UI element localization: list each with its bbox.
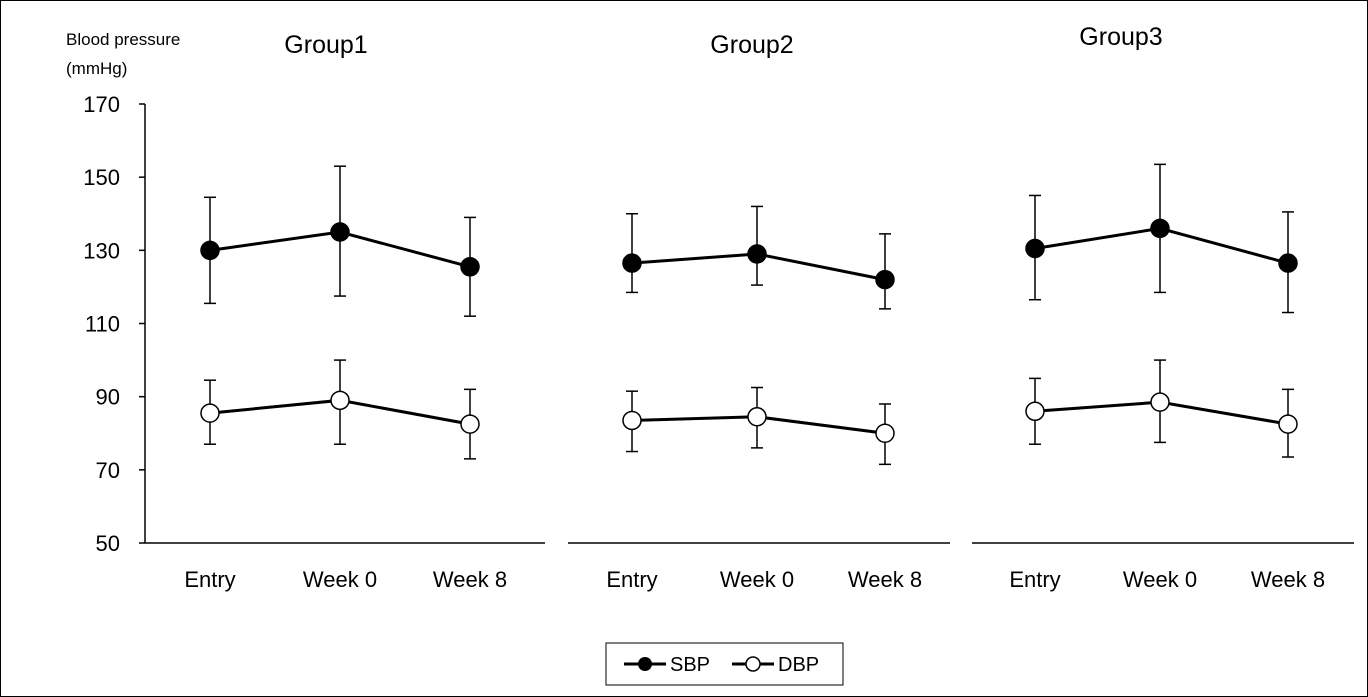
y-axis-label-line2: (mmHg) [66, 59, 127, 78]
series-sbp [200, 165, 480, 317]
data-point [1150, 392, 1170, 412]
data-point [330, 390, 350, 411]
data-point [200, 240, 220, 261]
data-point [1025, 401, 1045, 422]
data-point [747, 407, 767, 427]
y-tick-label: 170 [83, 92, 120, 117]
data-point [1150, 218, 1170, 239]
x-tick-label: Week 8 [848, 567, 922, 592]
y-tick-label: 70 [96, 458, 120, 483]
series-dbp [1025, 359, 1298, 458]
y-tick-label: 130 [83, 238, 120, 263]
legend: SBP DBP [605, 642, 844, 686]
legend-sbp-marker [638, 657, 652, 671]
data-point [875, 269, 895, 290]
x-tick-label: Week 0 [303, 567, 377, 592]
data-point [460, 257, 480, 277]
y-tick-label: 150 [83, 165, 120, 190]
data-point [1025, 238, 1045, 259]
data-point [200, 403, 220, 423]
data-point [1278, 414, 1298, 434]
series-sbp [1025, 163, 1298, 314]
legend-dbp-label: DBP [778, 654, 819, 676]
x-tick-label: Entry [606, 567, 657, 592]
data-point [747, 244, 767, 264]
y-tick-label: 90 [96, 385, 120, 410]
data-point [875, 423, 895, 443]
x-tick-label: Entry [1009, 567, 1060, 592]
series-dbp [200, 359, 480, 460]
x-tick-label: Week 8 [433, 567, 507, 592]
data-point [460, 414, 480, 434]
legend-dbp-marker [745, 656, 761, 672]
series-sbp [622, 205, 895, 310]
y-tick-label: 50 [96, 531, 120, 556]
series-dbp [622, 386, 895, 466]
data-point [330, 222, 350, 242]
panel-group2: Group2 Entry Week 0 Week 8 [568, 31, 950, 592]
x-tick-label: Entry [184, 567, 235, 592]
panel-title: Group1 [284, 31, 367, 59]
y-tick-label: 110 [85, 312, 120, 337]
x-tick-label: Week 8 [1251, 567, 1325, 592]
panel-title: Group3 [1079, 23, 1162, 51]
x-tick-label: Week 0 [720, 567, 794, 592]
data-point [1278, 253, 1298, 273]
data-point [622, 253, 642, 273]
legend-sbp-label: SBP [670, 654, 710, 676]
x-tick-label: Week 0 [1123, 567, 1197, 592]
data-point [622, 410, 642, 431]
panel-group1: Group1 Entry Week 0 Week 8 [145, 31, 545, 592]
panel-group3: Group3 Entry Week 0 Week 8 [972, 23, 1354, 592]
y-axis-label-line1: Blood pressure [66, 30, 180, 49]
panel-title: Group2 [710, 31, 793, 59]
